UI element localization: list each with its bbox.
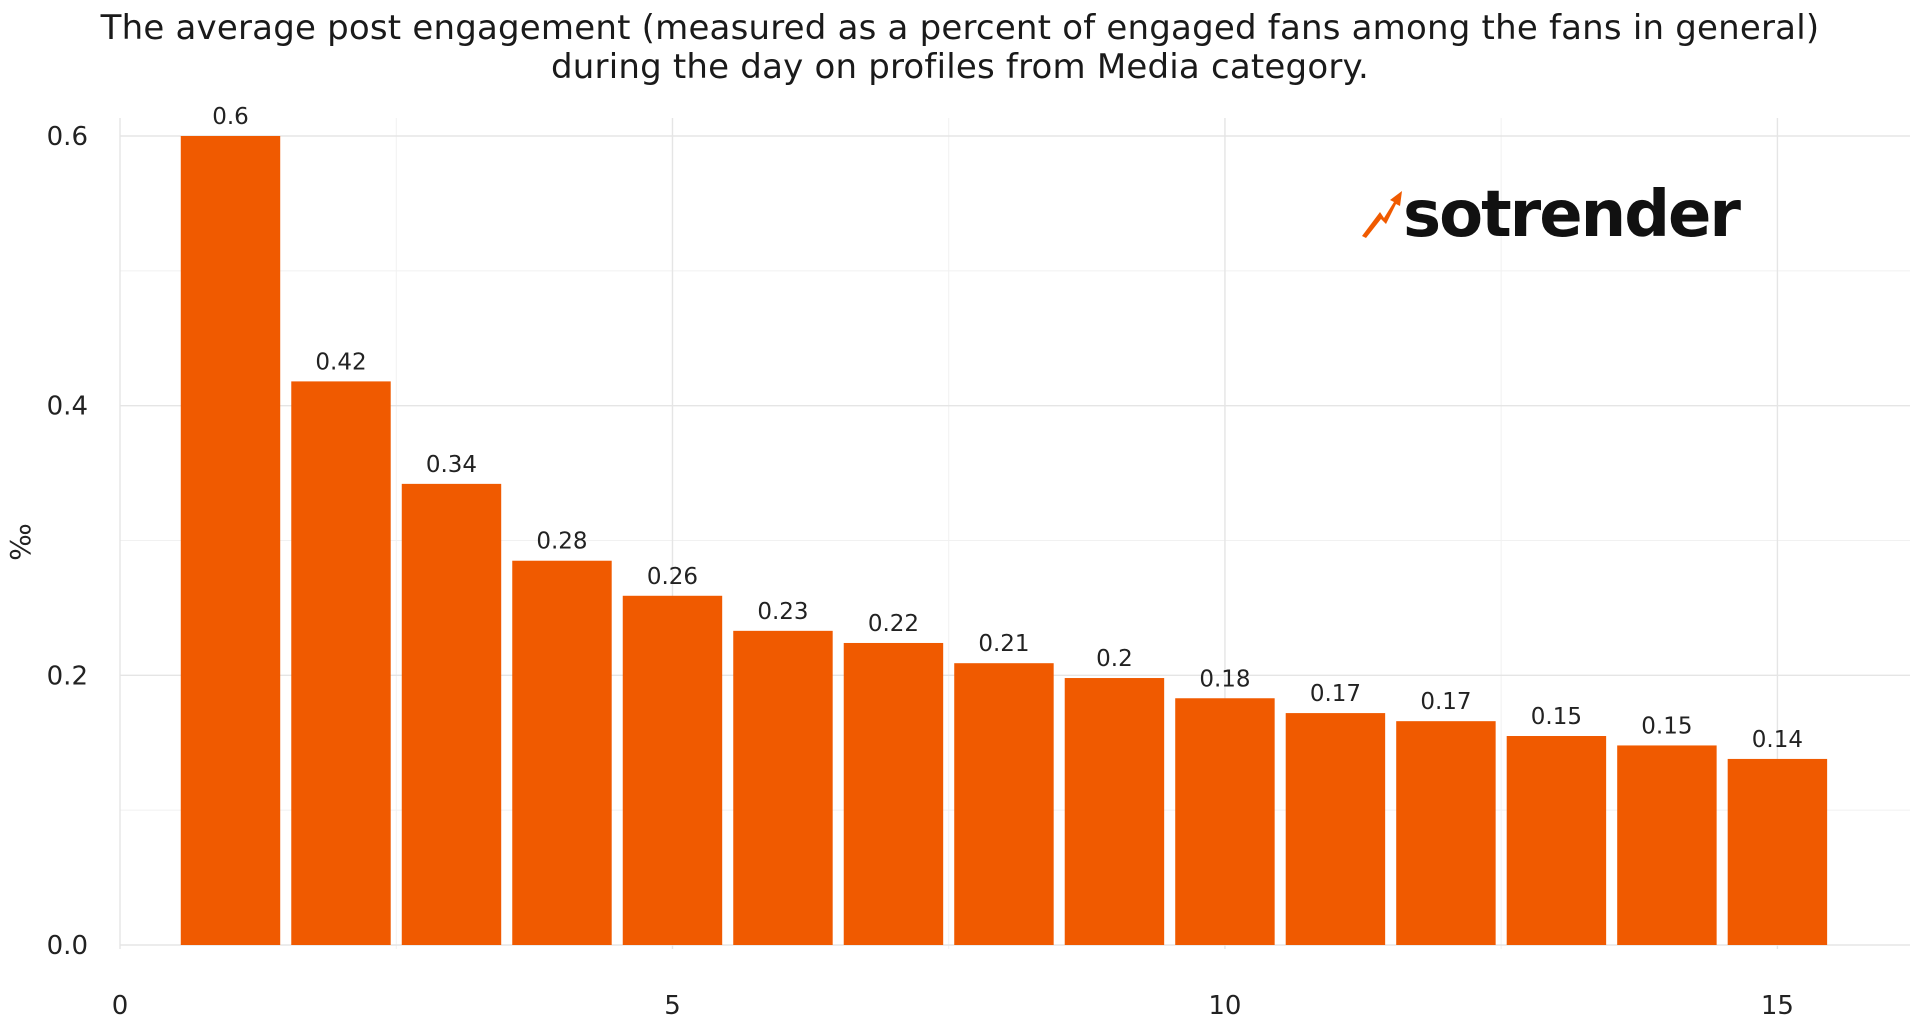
data-labels: 0.6 0.42 0.34 0.28 0.26 0.23 0.22 0.21 0.2 0.18 0.… <box>212 104 1803 753</box>
bars <box>180 136 1828 945</box>
y-tick-label: 0.0 <box>47 931 88 961</box>
x-tick-label: 5 <box>664 991 681 1021</box>
y-tick-label: 0.2 <box>47 661 88 691</box>
bar-value-label: 0.15 <box>1531 704 1582 730</box>
bar-value-label: 0.22 <box>868 611 919 637</box>
x-tick-label: 0 <box>112 991 129 1021</box>
bar-value-label: 0.26 <box>647 564 698 590</box>
bar <box>1396 721 1496 945</box>
bar <box>1506 736 1607 945</box>
bar-value-label: 0.15 <box>1641 713 1692 739</box>
bar <box>401 483 502 945</box>
bar <box>1285 713 1386 945</box>
trend-arrow-icon <box>1362 191 1402 238</box>
x-tick-label: 10 <box>1208 991 1241 1021</box>
bar <box>1727 758 1828 945</box>
bar-value-label: 0.17 <box>1310 681 1361 707</box>
y-tick-label: 0.4 <box>47 392 88 422</box>
x-tick-label: 15 <box>1761 991 1794 1021</box>
bar-value-label: 0.17 <box>1420 689 1471 715</box>
bar-value-label: 0.2 <box>1096 646 1133 672</box>
y-tick-label: 0.6 <box>47 122 88 152</box>
bar-value-label: 0.28 <box>536 529 587 555</box>
bar-value-label: 0.23 <box>757 599 808 625</box>
chart-title-line-2: during the day on profiles from Media ca… <box>551 47 1369 87</box>
bar-value-label: 0.6 <box>212 104 249 130</box>
bar <box>954 663 1054 945</box>
chart-title-line-1: The average post engagement (measured as… <box>100 8 1820 48</box>
bar <box>1617 745 1717 945</box>
y-axis-title: ‰ <box>4 523 37 561</box>
bar <box>733 630 833 945</box>
bar <box>1064 678 1165 945</box>
logo-wordmark: sotrender <box>1403 178 1741 252</box>
bar <box>1175 698 1275 945</box>
bar <box>843 642 944 945</box>
axes: 0.0 0.2 0.4 0.6 0 5 10 15 ‰ <box>4 122 1794 1021</box>
bar <box>622 595 723 945</box>
bar <box>512 560 612 945</box>
sotrender-logo: sotrender <box>1362 178 1743 252</box>
bar-value-label: 0.42 <box>315 349 366 375</box>
bar-value-label: 0.14 <box>1752 727 1803 753</box>
bar-value-label: 0.21 <box>978 631 1029 657</box>
bar <box>180 136 281 945</box>
bar-value-label: 0.18 <box>1199 666 1250 692</box>
bar-value-label: 0.34 <box>426 452 477 478</box>
bar <box>291 381 391 945</box>
